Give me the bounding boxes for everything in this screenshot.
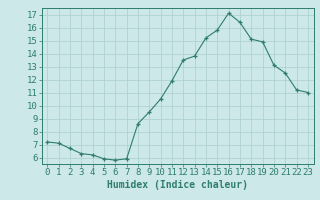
- X-axis label: Humidex (Indice chaleur): Humidex (Indice chaleur): [107, 180, 248, 190]
